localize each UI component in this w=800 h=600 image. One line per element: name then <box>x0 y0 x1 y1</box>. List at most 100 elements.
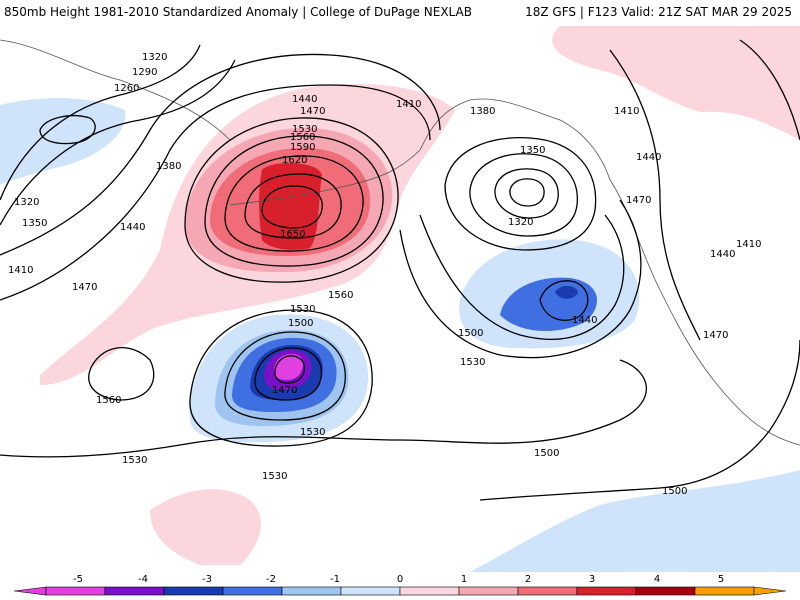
contour-nw-low <box>39 115 96 145</box>
colorbar-tick-label: 2 <box>524 574 532 585</box>
label-1440-land: 1440 <box>710 249 735 260</box>
run-valid-time: 18Z GFS | F123 Valid: 21Z SAT MAR 29 202… <box>525 5 792 19</box>
contour-low-east-3 <box>494 168 559 219</box>
label-1410-land: 1410 <box>736 239 761 250</box>
label-1530-sw: 1530 <box>122 455 147 466</box>
label-1380-east: 1380 <box>470 106 495 117</box>
label-1590-high: 1590 <box>290 142 315 153</box>
anomaly-map: 1320 1290 1260 1380 1320 1350 1440 1410 … <box>0 26 800 572</box>
contour-trough-1 <box>399 199 642 359</box>
colorbar-tick-label: 3 <box>588 574 596 585</box>
label-1530-central-north: 1530 <box>290 304 315 315</box>
contour-ridge-2 <box>0 84 431 301</box>
label-1500-central: 1500 <box>288 318 313 329</box>
colorbar-swatch <box>222 586 283 596</box>
label-1560-high: 1560 <box>290 132 315 143</box>
height-contours <box>0 39 800 501</box>
positive-anomaly-shading <box>40 26 800 565</box>
contour-high-1 <box>184 117 399 283</box>
label-1410-ne: 1410 <box>614 106 639 117</box>
coast-asia <box>0 39 231 141</box>
colorbar-swatch <box>399 586 460 596</box>
label-1530-central-south: 1530 <box>300 427 325 438</box>
label-1470-central: 1470 <box>272 385 297 396</box>
contour-ne-2 <box>739 39 800 141</box>
label-1500-se: 1500 <box>534 448 559 459</box>
label-1650-high: 1650 <box>280 229 305 240</box>
label-1440-high: 1440 <box>292 94 317 105</box>
contour-ne-1 <box>609 49 701 341</box>
colorbar-swatch <box>281 586 342 596</box>
contour-south-1500 <box>479 339 800 501</box>
contour-low-east-core <box>539 280 589 321</box>
colorbar-swatch <box>517 586 578 596</box>
colorbar-swatch <box>458 586 519 596</box>
label-1260-nw: 1260 <box>114 83 139 94</box>
contour-low-central-4 <box>274 355 306 384</box>
colorbar-swatch <box>576 586 637 596</box>
colorbar-swatches <box>13 586 787 596</box>
label-1560-high-south: 1560 <box>328 290 353 301</box>
pos-anomaly-south <box>150 489 261 565</box>
contour-high-4 <box>244 173 342 239</box>
contour-labels: 1320 1290 1260 1380 1320 1350 1440 1410 … <box>8 52 761 497</box>
colorbar-swatch <box>45 586 106 596</box>
label-1440-east-low: 1440 <box>572 315 597 326</box>
label-1500-far-se: 1500 <box>662 486 687 497</box>
colorbar-boxes <box>45 586 755 596</box>
contour-trough-2 <box>419 214 625 340</box>
pos-anomaly-northeast <box>552 26 800 140</box>
coast-na-west <box>609 179 800 446</box>
anomaly-colorbar: -5 -4 -3 -2 -1 0 1 2 3 4 5 <box>0 572 800 600</box>
contour-south-1530 <box>0 359 648 458</box>
coast-aleutians <box>229 149 421 206</box>
label-1470-coast: 1470 <box>703 330 728 341</box>
label-1530-high: 1530 <box>292 124 317 135</box>
colorbar-tick-label: 1 <box>460 574 468 585</box>
label-1410-north: 1410 <box>396 99 421 110</box>
label-1320-nw: 1320 <box>142 52 167 63</box>
colorbar-tick-label: -2 <box>266 574 276 585</box>
colorbar-swatch <box>163 586 224 596</box>
colorbar-tick-label: -5 <box>73 574 83 585</box>
contour-high-2 <box>204 135 384 267</box>
colorbar-tick-label: 0 <box>396 574 404 585</box>
label-1560-west: 1560 <box>96 395 121 406</box>
neg-anomaly-central-5 <box>273 354 304 381</box>
contour-high-3 <box>224 155 364 252</box>
label-1500-east: 1500 <box>458 328 483 339</box>
contour-west-1560 <box>88 347 155 401</box>
colorbar-tick-label: 5 <box>717 574 725 585</box>
label-1380-nw: 1380 <box>156 161 181 172</box>
colorbar-swatch <box>340 586 401 596</box>
label-1440-w: 1440 <box>120 222 145 233</box>
label-1290-nw: 1290 <box>132 67 157 78</box>
colorbar-arrow-left <box>13 586 47 596</box>
contour-high-5 <box>261 185 323 229</box>
colorbar-tick-label: 4 <box>653 574 661 585</box>
label-1440-ne: 1440 <box>636 152 661 163</box>
label-1470-ne: 1470 <box>626 195 651 206</box>
label-1350-w: 1350 <box>22 218 47 229</box>
colorbar-swatch <box>635 586 696 596</box>
label-1470-high: 1470 <box>300 106 325 117</box>
contour-nw-2 <box>0 59 236 226</box>
colorbar-tick-label: -3 <box>202 574 212 585</box>
label-1620-high: 1620 <box>282 155 307 166</box>
colorbar-tick-label: -4 <box>138 574 148 585</box>
label-1530-s: 1530 <box>262 471 287 482</box>
contour-low-central-2 <box>224 331 346 421</box>
label-1410-w: 1410 <box>8 265 33 276</box>
contour-low-east-2 <box>469 153 578 237</box>
contour-nw-1 <box>0 44 201 201</box>
contour-low-central-1 <box>189 309 373 447</box>
contour-low-east-4 <box>509 178 545 207</box>
colorbar-tick-labels: -5 -4 -3 -2 -1 0 1 2 3 4 5 <box>0 572 800 586</box>
pos-anomaly-core3 <box>259 163 322 250</box>
coast-alaska <box>419 98 611 181</box>
colorbar-swatch <box>694 586 755 596</box>
contour-ridge-1 <box>0 53 441 256</box>
label-1470-w: 1470 <box>72 282 97 293</box>
colorbar-arrow-right <box>753 586 787 596</box>
colorbar-swatch <box>104 586 165 596</box>
